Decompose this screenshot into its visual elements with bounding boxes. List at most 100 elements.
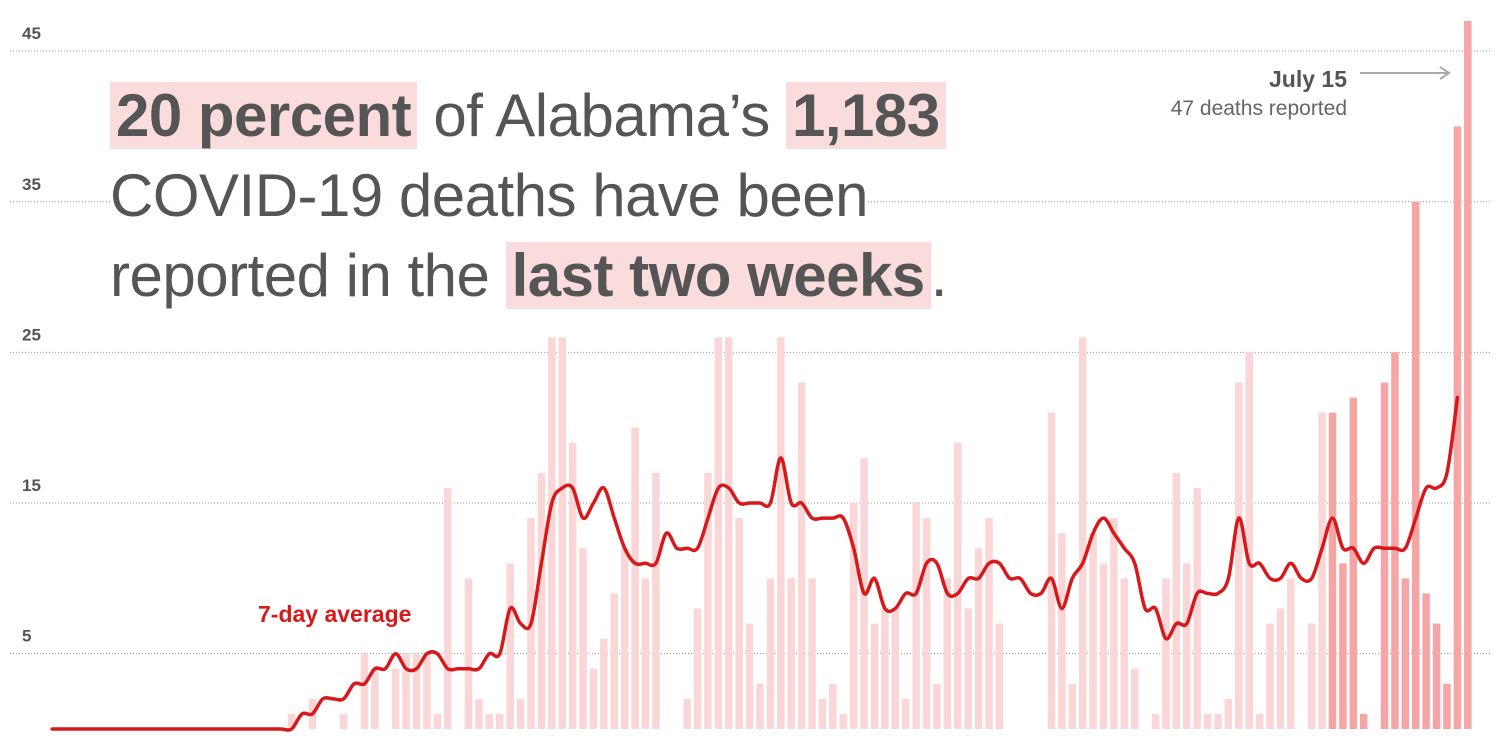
y-axis-ticks: 5 15 25 35 45: [22, 24, 41, 646]
bar: [1099, 563, 1108, 729]
bar: [1318, 412, 1326, 729]
bar: [964, 608, 972, 729]
average-line-group: [50, 395, 1460, 732]
bar: [808, 578, 816, 729]
bar: [1464, 21, 1472, 729]
bar: [610, 593, 619, 729]
bar: [849, 503, 858, 729]
bar: [423, 653, 431, 729]
y-tick-label: 35: [22, 175, 41, 194]
bar: [589, 668, 598, 729]
bar: [1047, 412, 1056, 729]
bar: [506, 563, 514, 729]
bar: [433, 713, 442, 729]
bar: [1359, 713, 1368, 729]
bar: [933, 683, 941, 729]
bar: [1266, 623, 1274, 729]
bar: [1068, 683, 1077, 729]
bar: [839, 713, 848, 729]
bar: [1089, 533, 1097, 729]
headline: 20 percent of Alabama’s 1,183 COVID-19 d…: [110, 76, 1070, 316]
bar: [756, 683, 764, 729]
bar: [797, 382, 806, 729]
bar: [745, 623, 754, 729]
headline-highlight-total: 1,183: [785, 82, 946, 149]
bar: [777, 337, 785, 729]
bar: [912, 503, 920, 729]
average-label: 7-day average: [258, 601, 411, 627]
annotation-arrow: [1360, 66, 1451, 80]
bar: [1110, 518, 1118, 729]
annotation-title: July 15: [1269, 66, 1347, 92]
bar: [974, 548, 983, 729]
bar: [1203, 713, 1212, 729]
bar: [600, 638, 608, 729]
bar: [558, 337, 566, 729]
bar: [787, 578, 795, 729]
annotation-subtitle: 47 deaths reported: [1171, 97, 1347, 120]
bar: [1235, 382, 1243, 729]
bar: [1224, 698, 1233, 729]
bar: [371, 668, 379, 729]
bar: [1130, 668, 1139, 729]
bar: [683, 698, 691, 729]
bar: [412, 653, 421, 729]
bar: [870, 623, 879, 729]
bar: [1287, 578, 1295, 729]
headline-text-1: of Alabama’s: [417, 82, 786, 149]
bar: [1151, 713, 1160, 729]
bar: [464, 578, 473, 729]
bar: [1349, 397, 1358, 729]
bar: [995, 623, 1004, 729]
bar: [1391, 352, 1399, 729]
bar: [1214, 713, 1222, 729]
bar: [652, 472, 660, 729]
bar: [1328, 412, 1337, 729]
bar: [402, 653, 410, 729]
bar: [620, 548, 629, 729]
bar: [548, 337, 556, 729]
bar: [496, 713, 504, 729]
headline-highlight-period: last two weeks: [505, 242, 931, 309]
bar: [1422, 593, 1430, 729]
bar: [1412, 201, 1420, 729]
y-tick-label: 15: [22, 476, 41, 495]
bar: [922, 518, 931, 729]
average-line: [50, 395, 1460, 732]
bar: [443, 487, 452, 729]
bar: [1183, 563, 1191, 729]
bar: [1307, 623, 1316, 729]
bar: [391, 668, 400, 729]
bar: [1245, 352, 1253, 729]
bar: [1058, 533, 1066, 729]
bar: [631, 427, 639, 729]
bar: [1380, 382, 1389, 729]
bar: [360, 653, 369, 729]
bar: [287, 713, 296, 729]
bar: [475, 698, 483, 729]
headline-highlight-percent: 20 percent: [110, 82, 418, 149]
bar: [1276, 608, 1285, 729]
bar: [725, 337, 733, 729]
bar: [735, 518, 743, 729]
bar: [1162, 578, 1170, 729]
bar: [641, 578, 650, 729]
bar: [829, 683, 837, 729]
y-tick-label: 5: [22, 627, 31, 646]
bar: [818, 698, 827, 729]
bar: [1339, 563, 1347, 729]
bar: [579, 548, 587, 729]
arrow-head: [1439, 66, 1451, 80]
bar-series: [287, 21, 1472, 729]
bar: [1255, 713, 1264, 729]
bar: [1172, 472, 1181, 729]
bar: [943, 578, 952, 729]
bar: [516, 698, 525, 729]
bar: [881, 608, 889, 729]
bar: [1432, 623, 1441, 729]
bar: [766, 578, 775, 729]
bar: [1443, 683, 1451, 729]
bar: [537, 472, 546, 729]
bar: [1120, 578, 1129, 729]
